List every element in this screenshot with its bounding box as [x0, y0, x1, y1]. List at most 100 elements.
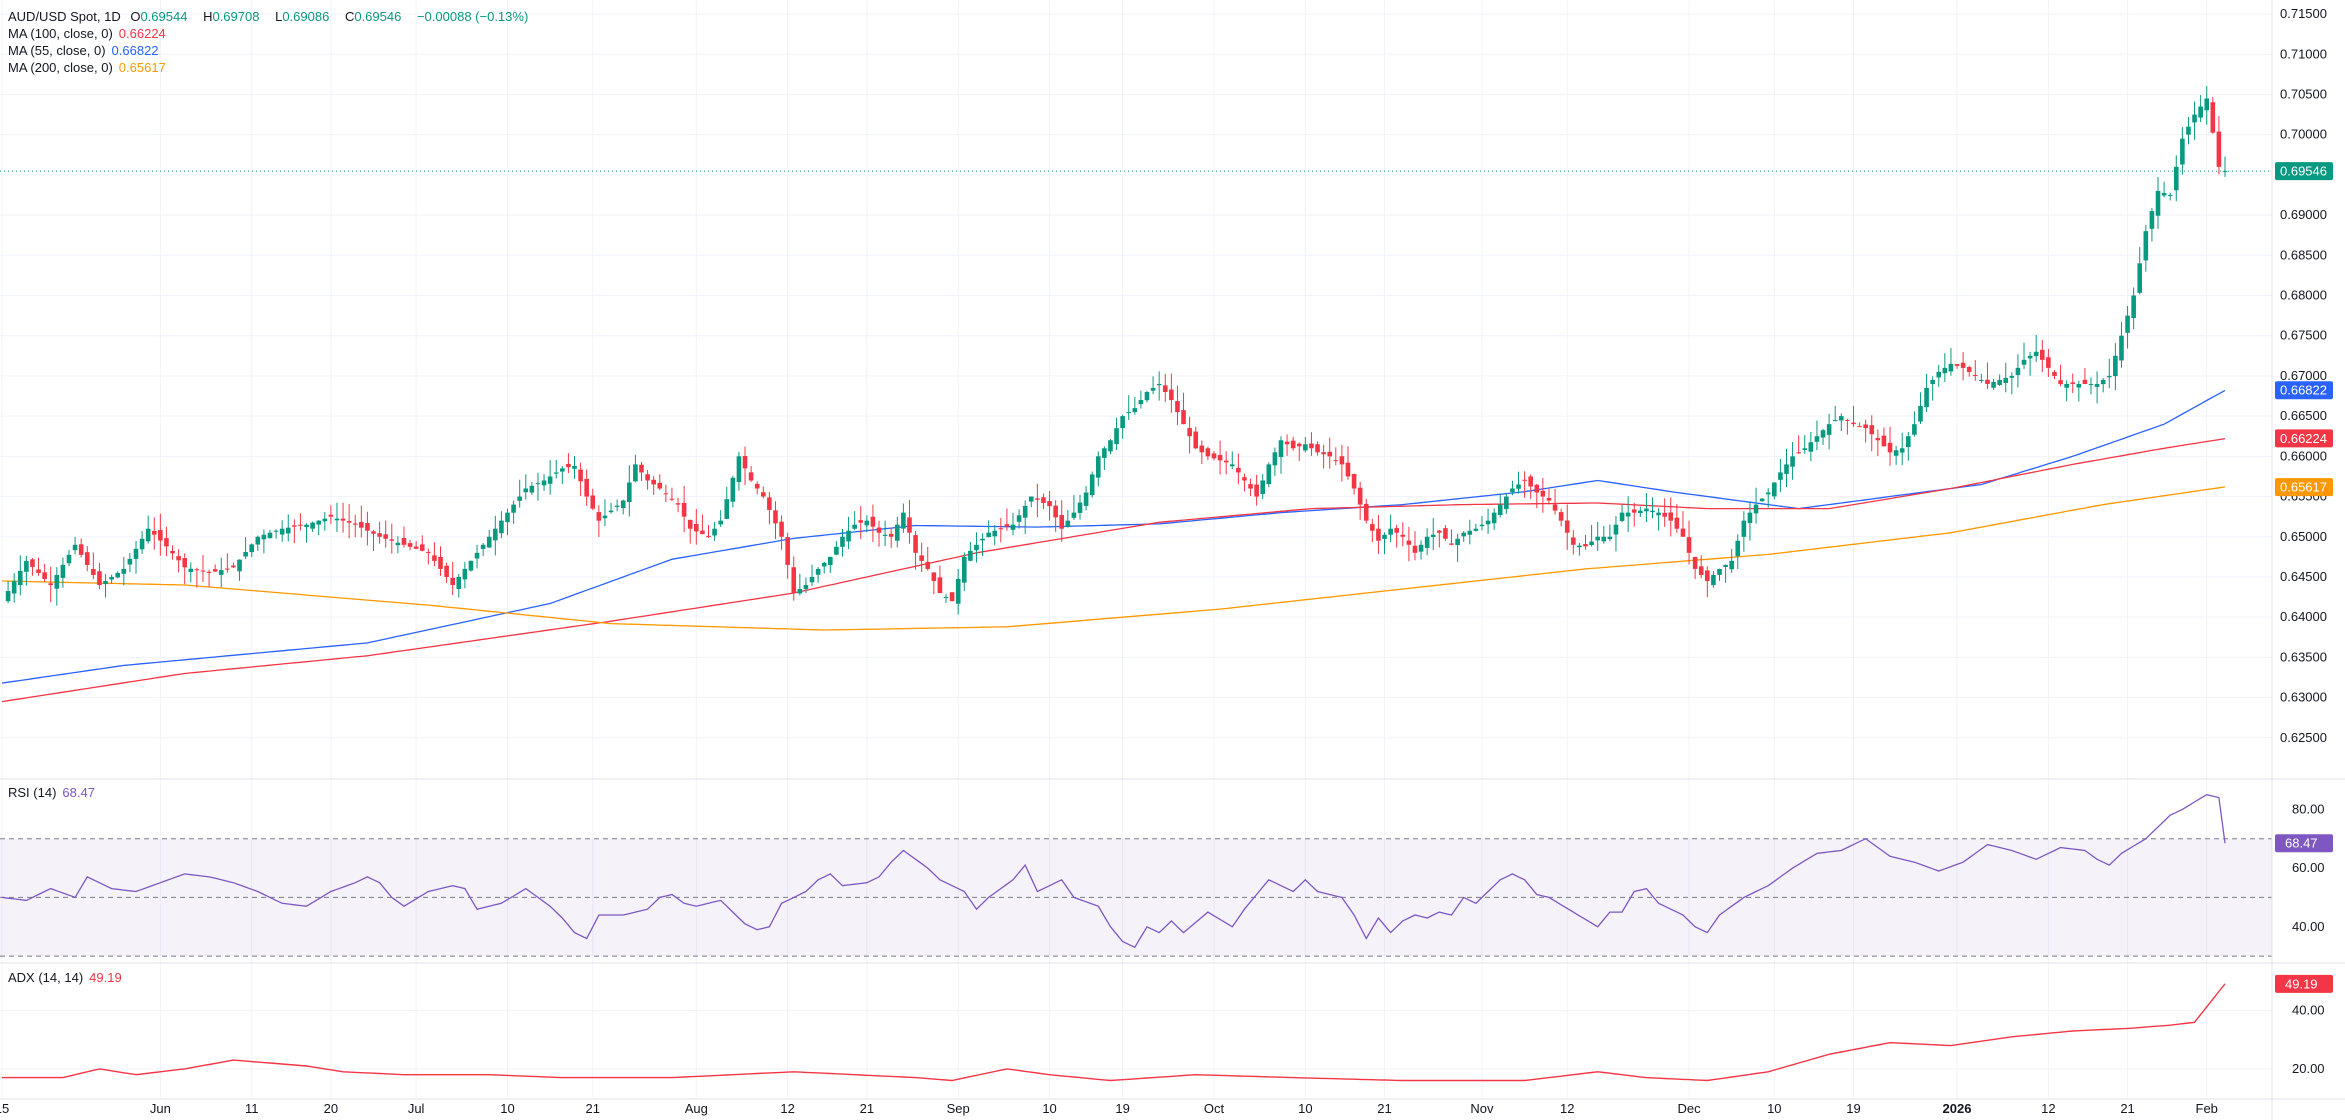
candle-body	[109, 576, 114, 580]
time-tick-label: 21	[2120, 1101, 2134, 1116]
candle-body	[1321, 452, 1326, 455]
candle-body	[218, 570, 224, 575]
candle-body	[273, 530, 279, 532]
candle-body	[54, 574, 60, 589]
candle-body	[1211, 453, 1217, 459]
price-tick-label: 0.65000	[2280, 529, 2327, 544]
candle-body	[158, 530, 163, 541]
candle-body	[1175, 401, 1180, 413]
ma-line-0	[1, 389, 2226, 684]
candle-body	[1467, 530, 1473, 535]
candle-body	[1601, 536, 1607, 542]
candle-body	[1528, 476, 1533, 487]
candle-body	[1095, 456, 1101, 478]
time-tick-label: 10	[1767, 1101, 1781, 1116]
candle-body	[444, 565, 449, 577]
price-tick-label: 0.67500	[2280, 328, 2327, 343]
candle-body	[1388, 528, 1393, 535]
candle-body	[279, 528, 285, 535]
candle-body	[316, 520, 322, 525]
candle-body	[1705, 570, 1710, 581]
candle-body	[1905, 436, 1911, 448]
price-tick-label: 0.64500	[2280, 569, 2327, 584]
time-tick-label: 21	[586, 1101, 600, 1116]
candle-body	[602, 515, 608, 519]
candle-body	[1108, 440, 1113, 452]
candle-body	[1723, 564, 1728, 568]
candle-body	[2094, 383, 2100, 387]
candle-body	[1199, 445, 1205, 453]
candle-body	[517, 496, 522, 501]
candle-body	[480, 544, 486, 549]
candle-body	[1558, 512, 1564, 521]
candle-body	[1041, 497, 1046, 503]
candle-body	[1577, 545, 1582, 548]
candle-body	[1114, 428, 1119, 445]
time-tick-label: 19	[1115, 1101, 1129, 1116]
adx-badge-text: 49.19	[2285, 976, 2318, 991]
candle-body	[1832, 420, 1838, 422]
price-tick-label: 0.64000	[2280, 609, 2327, 624]
candle-body	[1644, 508, 1649, 512]
candle-body	[724, 499, 730, 519]
candle-body	[1169, 389, 1174, 401]
price-tick-label: 0.68500	[2280, 247, 2327, 262]
candle-body	[17, 570, 23, 586]
time-tick-label: 10	[1298, 1101, 1312, 1116]
candle-body	[1491, 512, 1497, 524]
candle-body	[261, 534, 267, 540]
candle-body	[1382, 534, 1387, 539]
candle-body	[894, 524, 900, 541]
candle-body	[882, 534, 888, 536]
candle-body	[803, 585, 809, 590]
adx-legend: ADX (14, 14) 49.19	[8, 970, 122, 985]
candle-body	[2119, 335, 2124, 361]
high-value: H0.69708	[203, 9, 260, 24]
candle-body	[365, 522, 370, 531]
candle-body	[523, 488, 529, 493]
candle-body	[566, 463, 571, 468]
candle-body	[1887, 442, 1893, 453]
candle-body	[1333, 460, 1339, 462]
candle-body	[578, 469, 583, 482]
candle-body	[2113, 355, 2118, 377]
candle-body	[980, 538, 985, 541]
candle-body	[121, 568, 127, 574]
candle-body	[1473, 528, 1479, 531]
rsi-tick-label: 40.00	[2292, 919, 2325, 934]
candle-body	[1638, 510, 1643, 514]
candle-body	[1790, 456, 1795, 467]
candle-body	[1315, 444, 1320, 453]
time-tick-label: 2026	[1943, 1101, 1972, 1116]
candle-body	[407, 543, 413, 547]
candle-body	[913, 535, 918, 553]
candle-body	[285, 527, 291, 534]
candle-body	[779, 521, 784, 537]
candle-body	[1223, 460, 1229, 463]
candle-body	[1698, 566, 1704, 575]
candle-body	[1516, 484, 1521, 489]
time-tick-label: Jul	[408, 1101, 425, 1116]
candle-body	[1613, 524, 1619, 535]
candle-body	[1972, 374, 1978, 376]
candle-body	[1485, 520, 1491, 525]
price-tick-label: 0.66000	[2280, 448, 2327, 463]
candle-body	[139, 538, 145, 550]
candle-body	[2204, 98, 2210, 111]
candle-body	[1772, 482, 1777, 497]
candle-body	[346, 521, 352, 523]
candle-body	[359, 521, 364, 528]
candle-body	[2149, 211, 2155, 229]
candle-body	[1960, 362, 1966, 368]
candle-body	[84, 552, 90, 565]
candle-body	[1497, 504, 1503, 515]
candle-body	[1406, 540, 1412, 545]
candle-body	[1236, 467, 1241, 473]
price-badge-text-0: 0.69546	[2280, 164, 2327, 179]
candle-body	[2137, 263, 2143, 293]
ma55-legend: MA (55, close, 0) 0.66822	[8, 43, 159, 58]
time-tick-label: 15	[0, 1101, 9, 1116]
candle-body	[1181, 410, 1186, 425]
candle-body	[961, 556, 967, 583]
price-badge-text-2: 0.66224	[2280, 431, 2327, 446]
